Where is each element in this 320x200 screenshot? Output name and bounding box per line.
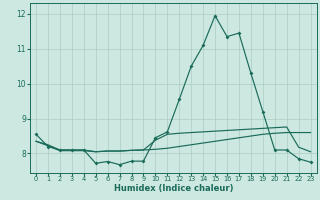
X-axis label: Humidex (Indice chaleur): Humidex (Indice chaleur) <box>114 184 233 193</box>
